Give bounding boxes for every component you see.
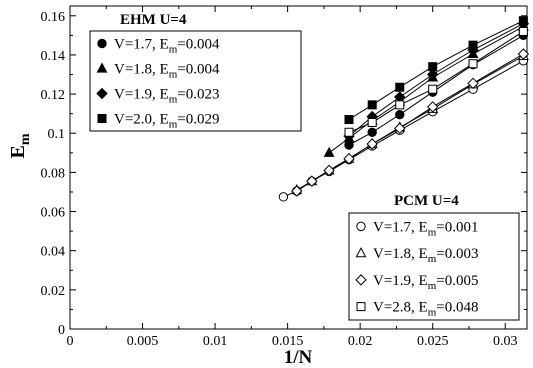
legend-entry: V=1.8, Em=0.004 — [114, 62, 220, 81]
data-point-square-open — [468, 59, 478, 69]
data-point-square-filled — [428, 62, 438, 72]
data-point-square-filled — [344, 115, 354, 125]
legend-marker-diamond-filled — [96, 87, 108, 100]
legend-entry: V=1.9, Em=0.023 — [114, 87, 220, 106]
legend-entry: V=2.0, Em=0.029 — [114, 112, 220, 131]
legend-entry-value: =0.001 — [436, 219, 478, 235]
y-tick-label: 0.1 — [48, 127, 66, 142]
legend-marker-triangle-filled — [96, 62, 108, 73]
legend-marker-circle-open — [356, 221, 366, 232]
legend-entry-sub: m — [428, 280, 437, 292]
legend-marker-circle-filled — [97, 38, 107, 49]
plot-frame — [69, 5, 528, 330]
data-point-diamond-open — [394, 122, 406, 135]
legend-entry-sub: m — [428, 307, 437, 319]
legend-entry-sub: m — [428, 226, 437, 238]
legend-title: PCM U=4 — [394, 193, 459, 209]
data-point-diamond-open — [323, 164, 335, 177]
data-point-diamond-open — [343, 152, 355, 165]
data-point-diamond-open — [291, 185, 303, 197]
legend-entry-text: V=1.7, E — [114, 37, 169, 53]
data-point-diamond-open — [426, 101, 439, 113]
data-point-circle-open — [278, 192, 289, 202]
legend-entry-sub: m — [169, 69, 178, 81]
legend-box — [348, 212, 520, 321]
x-tick-label: 0 — [67, 334, 74, 349]
data-point-square-open — [344, 127, 354, 137]
legend-marker-square-filled — [97, 114, 107, 123]
y-tick-label: 0.04 — [41, 245, 66, 260]
data-point-diamond-filled — [426, 68, 439, 81]
legend-entry-value: =0.004 — [177, 62, 220, 78]
legend-entry-text: V=2.0, E — [114, 112, 169, 128]
legend-entry-value: =0.023 — [177, 87, 219, 103]
x-tick-label: 0.015 — [272, 334, 304, 349]
data-point-circle-filled — [395, 109, 405, 120]
legend-entry-sub: m — [169, 94, 178, 106]
data-point-circle-filled — [367, 127, 377, 137]
data-point-square-filled — [367, 100, 377, 110]
legend-marker-square-open — [356, 302, 366, 312]
x-tick-label: 0.03 — [493, 334, 518, 349]
data-point-square-open — [367, 117, 377, 127]
x-tick-label: 0.005 — [127, 334, 159, 349]
legend-entry-value: =0.029 — [177, 112, 219, 128]
legend-entry: V=1.7, Em=0.001 — [373, 219, 479, 238]
y-tick-label: 0.06 — [41, 206, 66, 221]
y-axis-label: Em — [7, 133, 33, 158]
x-axis-label: 1/N — [284, 347, 313, 368]
y-axis-label-main: E — [7, 145, 29, 158]
legend-entry-text: V=1.8, E — [114, 62, 169, 78]
data-point-square-open — [518, 26, 528, 36]
legend-entry-text: V=1.7, E — [373, 219, 428, 235]
data-point-diamond-open — [306, 175, 318, 187]
y-tick-label: 0.12 — [41, 88, 66, 103]
data-point-square-filled — [518, 16, 528, 26]
data-point-square-filled — [468, 40, 478, 50]
data-point-square-open — [395, 100, 405, 110]
legend-entry-text: V=2.8, E — [373, 300, 428, 316]
x-tick-label: 0.02 — [348, 334, 373, 349]
legend-entry-value: =0.005 — [436, 273, 478, 289]
legend-entry-text: V=1.9, E — [114, 87, 169, 103]
legend-entry: V=1.7, Em=0.004 — [114, 37, 220, 56]
series-markers — [278, 16, 530, 202]
legend-entry-sub: m — [428, 253, 437, 265]
legend-entry: V=1.9, Em=0.005 — [373, 273, 479, 292]
y-tick-label: 0.02 — [41, 284, 66, 299]
legend-entry-sub: m — [169, 44, 178, 56]
y-tick-label: 0.16 — [41, 10, 66, 25]
legend-entry: V=2.8, Em=0.048 — [373, 300, 479, 319]
x-tick-label: 0.01 — [203, 334, 228, 349]
legend-entry-value: =0.048 — [436, 300, 478, 316]
legend-marker-triangle-open — [355, 247, 367, 258]
data-point-diamond-open — [467, 77, 479, 90]
legend-title: EHM U=4 — [120, 12, 187, 28]
y-axis-label-sub: m — [18, 133, 33, 145]
legend-marker-diamond-open — [355, 274, 367, 286]
data-point-diamond-open — [517, 48, 530, 60]
legend-entry-value: =0.003 — [436, 246, 478, 262]
legend-entry-text: V=1.9, E — [373, 273, 428, 289]
axis-ticks: 0 0.005 0.01 0.015 0.02 0.025 0.03 0 0.02 0.04 0.0… — [41, 6, 527, 349]
legend-entry-value: =0.004 — [177, 37, 220, 53]
y-tick-label: 0.08 — [41, 166, 66, 181]
data-point-square-filled — [395, 82, 405, 92]
data-point-square-open — [428, 84, 438, 94]
legend-entry-text: V=1.8, E — [373, 246, 428, 262]
data-point-diamond-open — [366, 138, 378, 150]
legend-box — [89, 30, 302, 132]
legend-entry-sub: m — [169, 119, 178, 131]
y-tick-label: 0 — [58, 323, 65, 338]
series-line-triangle-filled — [328, 26, 524, 154]
y-tick-label: 0.14 — [41, 49, 66, 64]
legend-entry: V=1.8, Em=0.003 — [373, 246, 479, 265]
x-tick-label: 0.025 — [417, 334, 449, 349]
data-point-triangle-filled — [323, 146, 335, 157]
